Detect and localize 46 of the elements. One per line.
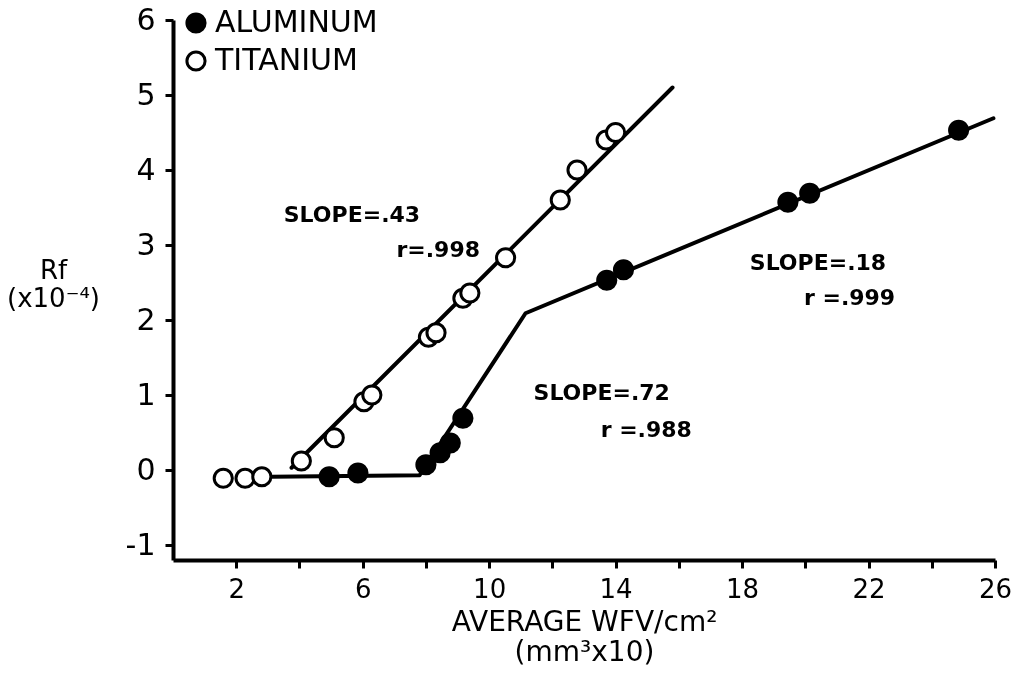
- point: [799, 182, 821, 204]
- y-tick-label: 3: [136, 226, 156, 262]
- point: [290, 450, 312, 472]
- point: [361, 384, 383, 406]
- annotation: SLOPE=.43: [283, 202, 421, 227]
- annotation: r =.999: [803, 285, 896, 311]
- y-tick-label: 2: [136, 301, 156, 337]
- x-tick-label: 6: [354, 573, 372, 604]
- point: [251, 466, 273, 488]
- point: [425, 322, 447, 344]
- point: [415, 454, 437, 476]
- point: [318, 466, 340, 488]
- point: [549, 189, 571, 211]
- x-tick-label: 14: [599, 573, 633, 604]
- annotation: r=.998: [396, 237, 481, 263]
- y-tick-label: 1: [136, 376, 156, 412]
- x-axis-title: AVERAGE WFV/cm² (mm³x10): [451, 604, 718, 668]
- y-tick-label: 6: [136, 1, 156, 37]
- y-tick-label: 4: [136, 151, 156, 187]
- annotation: SLOPE=.18: [749, 250, 887, 275]
- annotation: SLOPE=.72: [533, 379, 670, 405]
- y-axis-title: Rf (x10⁻⁴): [7, 254, 100, 313]
- point: [459, 282, 481, 304]
- point: [777, 191, 799, 213]
- point: [452, 407, 474, 429]
- point: [596, 269, 618, 291]
- point: [347, 462, 369, 484]
- point: [323, 427, 345, 449]
- x-tick-label: 10: [473, 573, 507, 604]
- point: [495, 247, 517, 269]
- point: [605, 121, 627, 144]
- y-tick-label: 0: [136, 451, 156, 487]
- point: [612, 259, 635, 281]
- point: [948, 119, 970, 141]
- point: [566, 159, 588, 181]
- x-tick-label: 18: [726, 573, 760, 604]
- point: [439, 432, 461, 454]
- point: [212, 467, 234, 489]
- annotation: r =.988: [600, 417, 692, 443]
- x-tick-label: 26: [978, 573, 1013, 604]
- y-tick-label: -1: [125, 526, 156, 562]
- legend-label: ALUMINUM: [215, 4, 378, 39]
- y-tick-label: 5: [136, 76, 156, 112]
- x-tick-label: 22: [852, 573, 886, 604]
- legend-label: TITANIUM: [214, 42, 358, 77]
- x-tick-label: 2: [228, 573, 245, 604]
